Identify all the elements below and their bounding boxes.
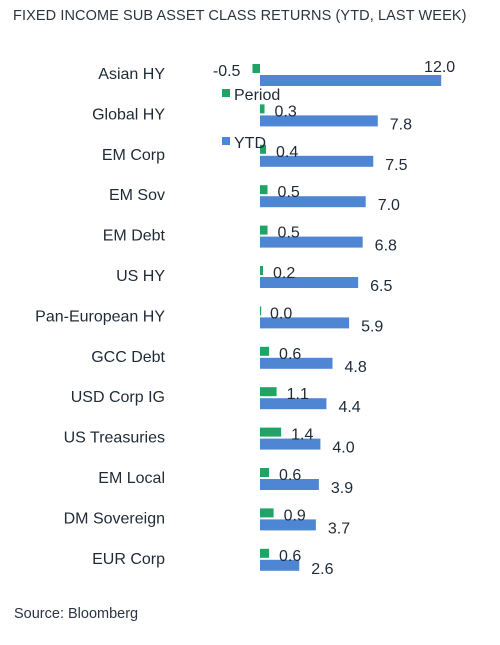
ytd-bar-usd-corp-ig: [260, 398, 327, 410]
period-value-em-sov: 0.5: [278, 184, 300, 201]
ytd-bar-asian-hy: [260, 75, 442, 86]
legend-label-ytd: YTD: [234, 135, 266, 152]
ytd-value-dm-sovereign: 3.7: [328, 520, 350, 537]
ytd-value-em-sov: 7.0: [378, 197, 400, 214]
period-bar-em-corp: [260, 144, 267, 154]
ytd-bar-us-treasuries: [260, 438, 321, 450]
ytd-value-asian-hy: 12.0: [424, 59, 455, 76]
ytd-value-us-treasuries: 4.0: [332, 440, 354, 457]
period-bar-asian-hy: [252, 64, 260, 73]
period-bar-us-treasuries: [260, 427, 282, 437]
ytd-value-pan-european-hy: 5.9: [361, 318, 383, 335]
period-value-pan-european-hy: 0.0: [270, 305, 292, 322]
ytd-bar-dm-sovereign: [260, 519, 316, 531]
ytd-value-usd-corp-ig: 4.4: [338, 399, 360, 416]
period-bar-usd-corp-ig: [260, 387, 277, 397]
ytd-bar-us-hy: [260, 277, 359, 288]
period-bar-gcc-debt: [260, 346, 270, 356]
ytd-bar-global-hy: [260, 115, 378, 127]
category-label-gcc-debt: GCC Debt: [91, 349, 165, 366]
period-value-dm-sovereign: 0.9: [284, 507, 306, 524]
category-label-em-corp: EM Corp: [102, 147, 165, 164]
ytd-value-us-hy: 6.5: [370, 278, 392, 295]
period-bar-em-local: [260, 468, 270, 477]
period-value-global-hy: 0.3: [275, 103, 297, 120]
legend-swatch-period: [222, 89, 230, 97]
period-value-asian-hy: -0.5: [213, 63, 241, 80]
period-bar-pan-european-hy: [260, 306, 262, 316]
category-label-em-sov: EM Sov: [109, 187, 165, 204]
ytd-bar-eur-corp: [260, 559, 300, 571]
period-value-eur-corp: 0.6: [279, 548, 301, 565]
category-label-asian-hy: Asian HY: [98, 66, 165, 83]
ytd-bar-em-corp: [260, 155, 374, 167]
source-note: Source: Bloomberg: [14, 606, 139, 622]
legend-swatch-ytd: [222, 137, 230, 145]
period-value-em-corp: 0.4: [276, 144, 298, 161]
category-label-dm-sovereign: DM Sovereign: [64, 510, 165, 527]
category-label-em-local: EM Local: [98, 470, 165, 487]
ytd-value-em-local: 3.9: [331, 480, 353, 497]
ytd-bar-em-debt: [260, 236, 363, 248]
bars-layer: Asian HY -0.5 12.0 Global HY 0.3 7.8 EM Corp 0.…: [35, 59, 455, 578]
period-value-em-local: 0.6: [279, 467, 301, 484]
category-label-em-debt: EM Debt: [103, 228, 166, 245]
ytd-value-gcc-debt: 4.8: [344, 359, 366, 376]
legend-label-period: Period: [234, 87, 280, 104]
category-label-pan-european-hy: Pan-European HY: [35, 308, 165, 325]
ytd-value-em-corp: 7.5: [385, 157, 407, 174]
period-value-em-debt: 0.5: [278, 225, 300, 242]
ytd-value-em-debt: 6.8: [375, 238, 397, 255]
period-bar-us-hy: [260, 266, 264, 275]
period-value-usd-corp-ig: 1.1: [287, 386, 309, 403]
category-label-us-treasuries: US Treasuries: [64, 430, 165, 447]
period-value-us-hy: 0.2: [273, 265, 295, 282]
period-value-gcc-debt: 0.6: [279, 346, 301, 363]
ytd-bar-gcc-debt: [260, 357, 333, 369]
category-label-eur-corp: EUR Corp: [92, 551, 165, 568]
period-bar-global-hy: [260, 104, 265, 114]
period-bar-eur-corp: [260, 548, 270, 558]
period-bar-em-debt: [260, 225, 268, 235]
category-label-us-hy: US HY: [116, 268, 165, 285]
period-bar-dm-sovereign: [260, 508, 274, 518]
period-value-us-treasuries: 1.4: [291, 427, 313, 444]
ytd-bar-em-sov: [260, 196, 366, 208]
ytd-value-global-hy: 7.8: [390, 116, 412, 133]
legend: Period YTD: [222, 87, 280, 152]
period-bar-em-sov: [260, 185, 268, 195]
ytd-bar-em-local: [260, 479, 319, 490]
chart-title: FIXED INCOME SUB ASSET CLASS RETURNS (YT…: [13, 8, 467, 24]
ytd-bar-pan-european-hy: [260, 317, 350, 329]
category-label-usd-corp-ig: USD Corp IG: [71, 389, 165, 406]
ytd-value-eur-corp: 2.6: [311, 561, 333, 578]
category-label-global-hy: Global HY: [92, 106, 165, 123]
